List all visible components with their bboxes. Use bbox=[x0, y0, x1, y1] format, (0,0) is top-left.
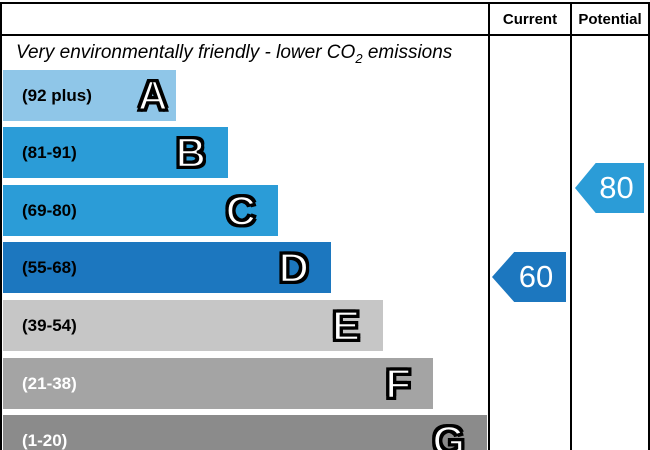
band-c: (69-80) C bbox=[3, 185, 278, 236]
chart-title: Very environmentally friendly - lower CO… bbox=[16, 38, 452, 68]
band-d: (55-68) D bbox=[3, 242, 331, 293]
band-letter: A bbox=[136, 71, 169, 119]
band-letter: E bbox=[331, 301, 362, 349]
band-f: (21-38) F bbox=[3, 358, 433, 409]
band-b: (81-91) B bbox=[3, 127, 228, 178]
current-value: 60 bbox=[518, 259, 554, 294]
band-range-label: (1-20) bbox=[22, 430, 68, 450]
band-range-label: (55-68) bbox=[22, 257, 77, 277]
chart-right-border bbox=[648, 2, 650, 450]
chart-title-suffix: emissions bbox=[362, 42, 453, 63]
band-range-label: (39-54) bbox=[22, 315, 77, 335]
current-column-divider bbox=[488, 2, 490, 450]
current-column-header: Current bbox=[502, 10, 558, 28]
chart-title-subscript: 2 bbox=[355, 50, 363, 66]
potential-column-divider bbox=[570, 2, 572, 450]
band-letter: F bbox=[384, 359, 412, 407]
band-e: (39-54) E bbox=[3, 300, 383, 351]
chart-top-border bbox=[0, 2, 650, 4]
current-value-arrow: 60 bbox=[492, 252, 566, 302]
band-range-label: (92 plus) bbox=[22, 85, 92, 105]
band-letter: G bbox=[431, 416, 466, 450]
band-range-label: (21-38) bbox=[22, 373, 77, 393]
band-letter: D bbox=[277, 243, 310, 291]
band-a: (92 plus) A bbox=[3, 70, 176, 121]
potential-column-header: Potential bbox=[578, 10, 642, 28]
chart-title-text: Very environmentally friendly - lower CO bbox=[16, 42, 356, 63]
band-range-label: (69-80) bbox=[22, 200, 77, 220]
band-letter: C bbox=[224, 186, 257, 234]
chart-left-border bbox=[0, 2, 2, 450]
band-g: (1-20) G bbox=[3, 415, 487, 450]
band-range-label: (81-91) bbox=[22, 142, 77, 162]
potential-value: 80 bbox=[599, 170, 634, 205]
potential-value-arrow: 80 bbox=[575, 163, 644, 213]
header-separator-line bbox=[0, 34, 650, 36]
band-letter: B bbox=[174, 128, 207, 176]
